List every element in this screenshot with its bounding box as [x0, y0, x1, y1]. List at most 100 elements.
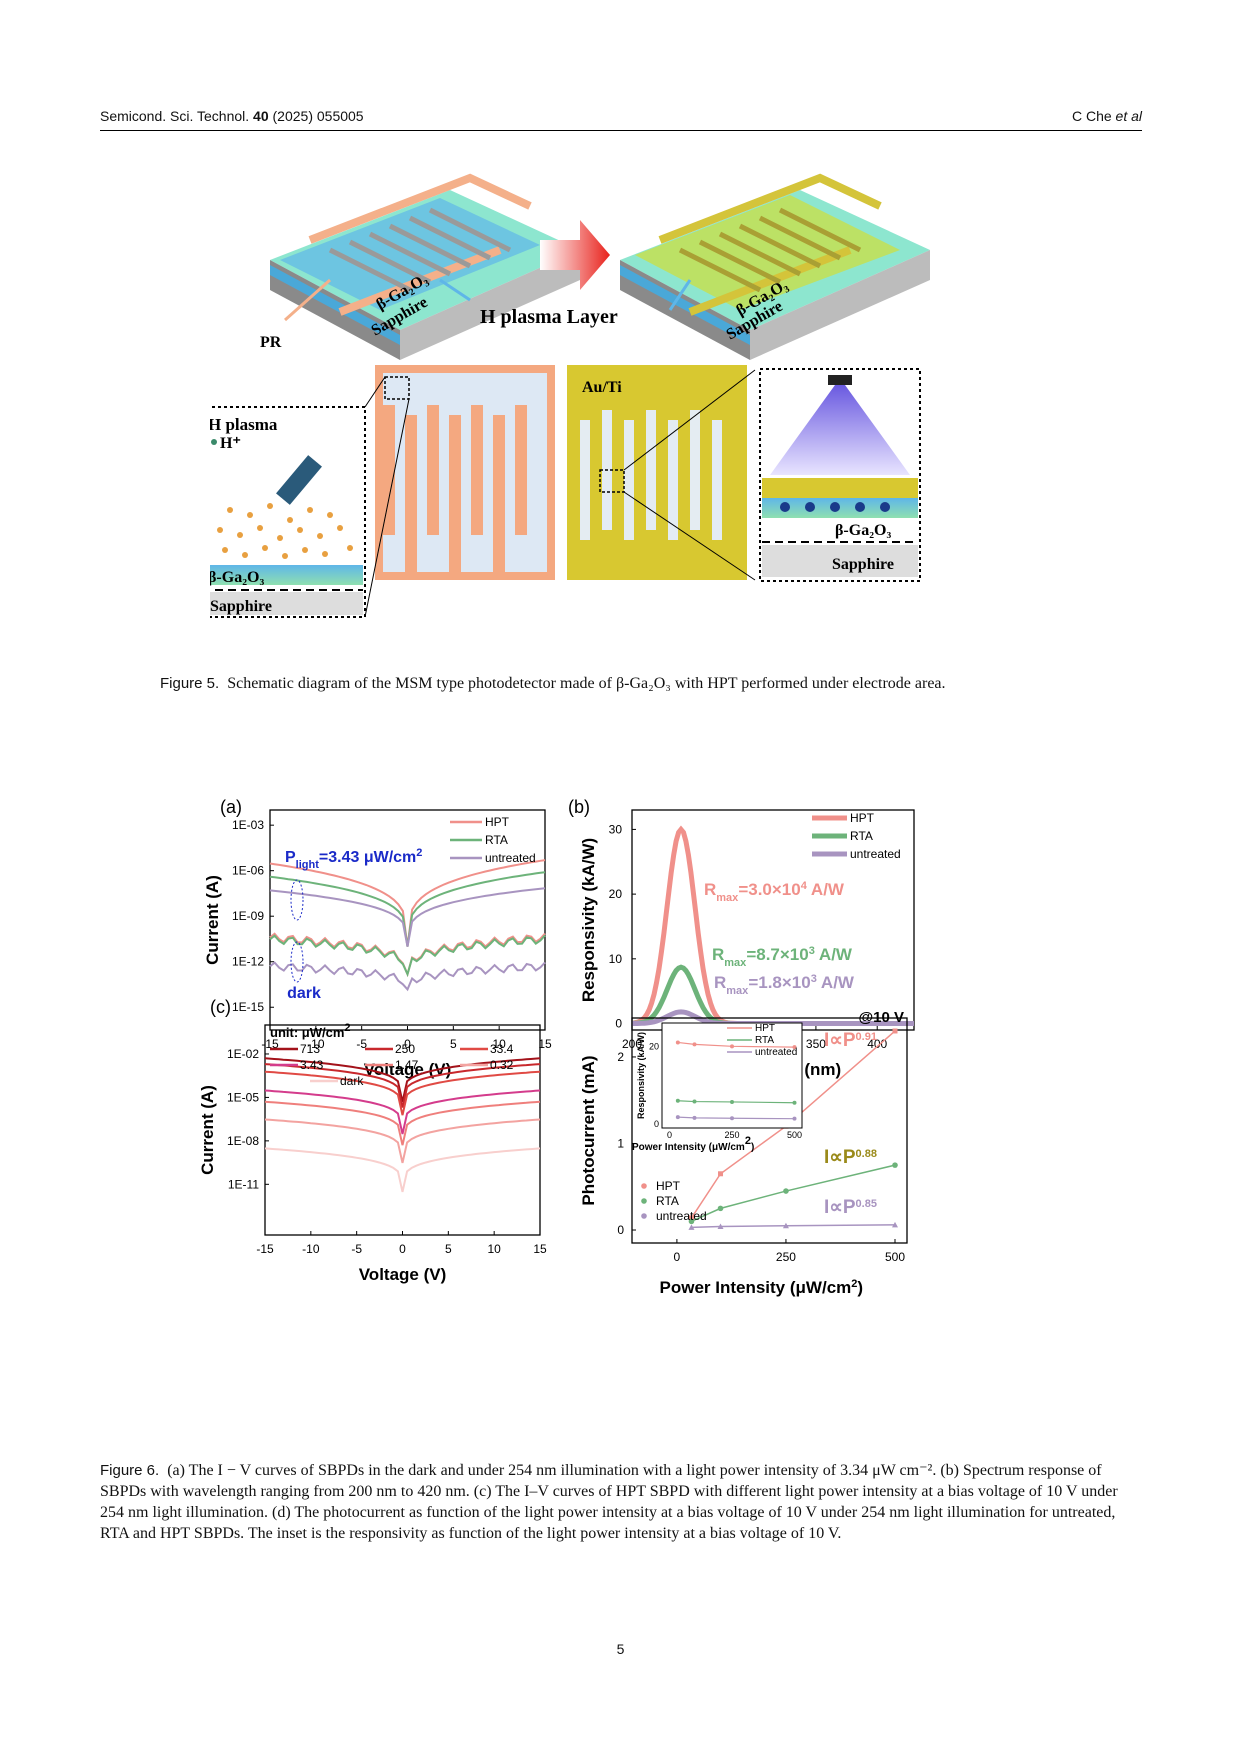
pr-mask-pattern: [364, 365, 555, 618]
inset-x-axis-label: Power Intensity (μW/cm2): [632, 1135, 754, 1153]
y-tick-label-a: 1E-12: [232, 955, 264, 969]
y-axis-label-c: Current (A): [200, 1085, 217, 1175]
legend-marker-d: [641, 1183, 647, 1189]
x-tick-label-a: -5: [356, 1037, 367, 1051]
panel-label-b: (b): [568, 797, 590, 817]
y-tick-label-b: 30: [609, 822, 623, 836]
series-line-c-0.32: [264, 1118, 541, 1164]
figure-6-caption: Figure 6. (a) The I − V curves of SBPDs …: [100, 1462, 1118, 1542]
fit-label-HPT: I∝P0.91: [824, 1030, 877, 1051]
x-tick-label-c: -10: [302, 1242, 320, 1256]
au-ti-electrode-pattern: Au/Ti: [567, 365, 756, 581]
inset-y-tick-label: 20: [649, 1041, 659, 1051]
legend-entry-a: HPT: [485, 815, 510, 829]
y-tick-label-d: 2: [617, 1050, 624, 1064]
header-rule: [100, 130, 1142, 131]
label-h-plasma-layer: H plasma Layer: [480, 306, 618, 328]
inset-data-point-RTA: [675, 1098, 680, 1103]
legend-entry-c: 33.4: [490, 1042, 514, 1056]
legend-entry-a: untreated: [485, 851, 536, 865]
x-tick-label-a: 0: [404, 1037, 411, 1051]
y-tick-label-c: 1E-08: [227, 1134, 259, 1148]
x-tick-label-a: -10: [307, 1037, 325, 1051]
inset-series-line-HPT: [677, 1041, 795, 1048]
inset-x-tick-label: 500: [787, 1130, 802, 1140]
label-sapphire: Sapphire: [210, 598, 272, 615]
legend-entry-c: 713: [300, 1042, 320, 1056]
legend-entry-c: 250: [395, 1042, 415, 1056]
author-line: C Che et al: [1071, 108, 1142, 124]
figure-5-schematic: β-Ga₂O₃ Sapphire PR H plasma Layer β-Ga₂…: [210, 173, 930, 618]
label-ga2o3: β-Ga₂O₃: [210, 569, 264, 586]
series-line-c-250: [264, 1063, 541, 1108]
y-axis-label-a: Current (A): [203, 875, 222, 965]
inset-y-tick-label: 0: [654, 1119, 659, 1129]
legend-marker-d: [641, 1198, 647, 1204]
label-pr: PR: [260, 334, 282, 351]
inset-legend-entry: untreated: [755, 1047, 797, 1058]
series-line-c-713: [264, 1057, 541, 1103]
inset-x-tick-label: 0: [667, 1130, 672, 1140]
label-h-plus: H⁺: [220, 435, 241, 452]
x-tick-label-c: -5: [351, 1242, 362, 1256]
series-line-d-RTA: [691, 1164, 896, 1223]
fit-label-RTA: I∝P0.88: [824, 1147, 877, 1168]
annotation-dark: dark: [287, 985, 321, 1002]
series-line-c-3.43: [264, 1089, 541, 1135]
x-tick-label-c: 5: [445, 1242, 452, 1256]
legend-entry-d: RTA: [656, 1194, 679, 1208]
x-tick-label-d: 0: [674, 1250, 681, 1264]
y-tick-label-b: 0: [615, 1017, 622, 1031]
x-tick-label-c: 0: [399, 1242, 406, 1256]
legend-entry-c: dark: [340, 1074, 364, 1088]
inset-legend-entry: RTA: [755, 1035, 774, 1046]
label-au-ti: Au/Ti: [582, 379, 622, 396]
x-axis-label-d: Power Intensity (μW/cm2): [660, 1278, 864, 1297]
legend-entry-a: RTA: [485, 833, 508, 847]
page-number: 5: [616, 1641, 625, 1657]
fit-label-untreated: I∝P0.85: [824, 1197, 877, 1218]
hplasma-inset: H plasma H⁺ β-Ga₂O₃ Sapphire: [210, 406, 366, 618]
inset-series-line-RTA: [677, 1100, 795, 1104]
legend-title-c: unit: μW/cm2: [270, 1022, 351, 1040]
annotation-ellipse-light: [290, 879, 304, 921]
y-axis-label-b: Responsivity (kA/W): [579, 838, 598, 1002]
x-tick-label-a: -15: [261, 1037, 279, 1051]
y-tick-label-a: 1E-15: [232, 1000, 264, 1014]
x-tick-label-a: 5: [450, 1037, 457, 1051]
inset-y-axis-label: Responsivity (kA/W): [636, 1032, 646, 1119]
legend-entry-d: untreated: [656, 1209, 707, 1223]
inset-frame-d: [661, 1022, 803, 1129]
y-tick-label-c: 1E-11: [228, 1177, 259, 1191]
y-tick-label-b: 10: [609, 952, 623, 966]
series-line-a-untreated-light: [269, 887, 546, 947]
figure-5-caption: Figure 5. Schematic diagram of the MSM t…: [160, 675, 946, 692]
annotation-rmax-HPT: Rmax=3.0×104 A/W: [704, 880, 845, 904]
annotation-plight: Plight=3.43 μW/cm2: [285, 847, 422, 871]
y-tick-label-d: 1: [617, 1136, 624, 1150]
y-tick-label-c: 1E-05: [227, 1090, 259, 1104]
y-tick-label-a: 1E-06: [232, 864, 264, 878]
data-point-d-untreated: [892, 1221, 898, 1228]
legend-entry-c: 0.32: [490, 1058, 514, 1072]
x-tick-label-c: 10: [487, 1242, 501, 1256]
x-tick-label-c: -15: [256, 1242, 274, 1256]
inset-legend-entry: HPT: [755, 1023, 775, 1034]
x-tick-label-b: 350: [806, 1037, 826, 1051]
panel-label-a: (a): [220, 797, 242, 817]
x-tick-label-c: 15: [533, 1242, 547, 1256]
annotation-rmax-untreated: Rmax=1.8×103 A/W: [714, 973, 855, 997]
figure-6-charts: (a)-15 -10 -5 0 5 10 151E-031E-061E-091E-121E-…: [200, 797, 915, 1297]
legend-entry-b: HPT: [850, 811, 875, 825]
device-after-hpt: β-Ga₂O₃ Sapphire: [620, 173, 930, 360]
x-tick-label-d: 250: [776, 1250, 796, 1264]
label-sapphire: Sapphire: [832, 556, 894, 573]
y-tick-label-a: 1E-09: [232, 909, 264, 923]
series-line-c-33.4: [264, 1070, 541, 1116]
legend-entry-b: RTA: [850, 829, 873, 843]
annotation-rmax-RTA: Rmax=8.7×103 A/W: [712, 945, 853, 969]
series-line-a-HPT-light: [269, 859, 546, 947]
x-tick-label-d: 500: [885, 1250, 905, 1264]
legend-entry-c: 3.43: [300, 1058, 324, 1072]
inset-x-tick-label: 250: [724, 1130, 739, 1140]
